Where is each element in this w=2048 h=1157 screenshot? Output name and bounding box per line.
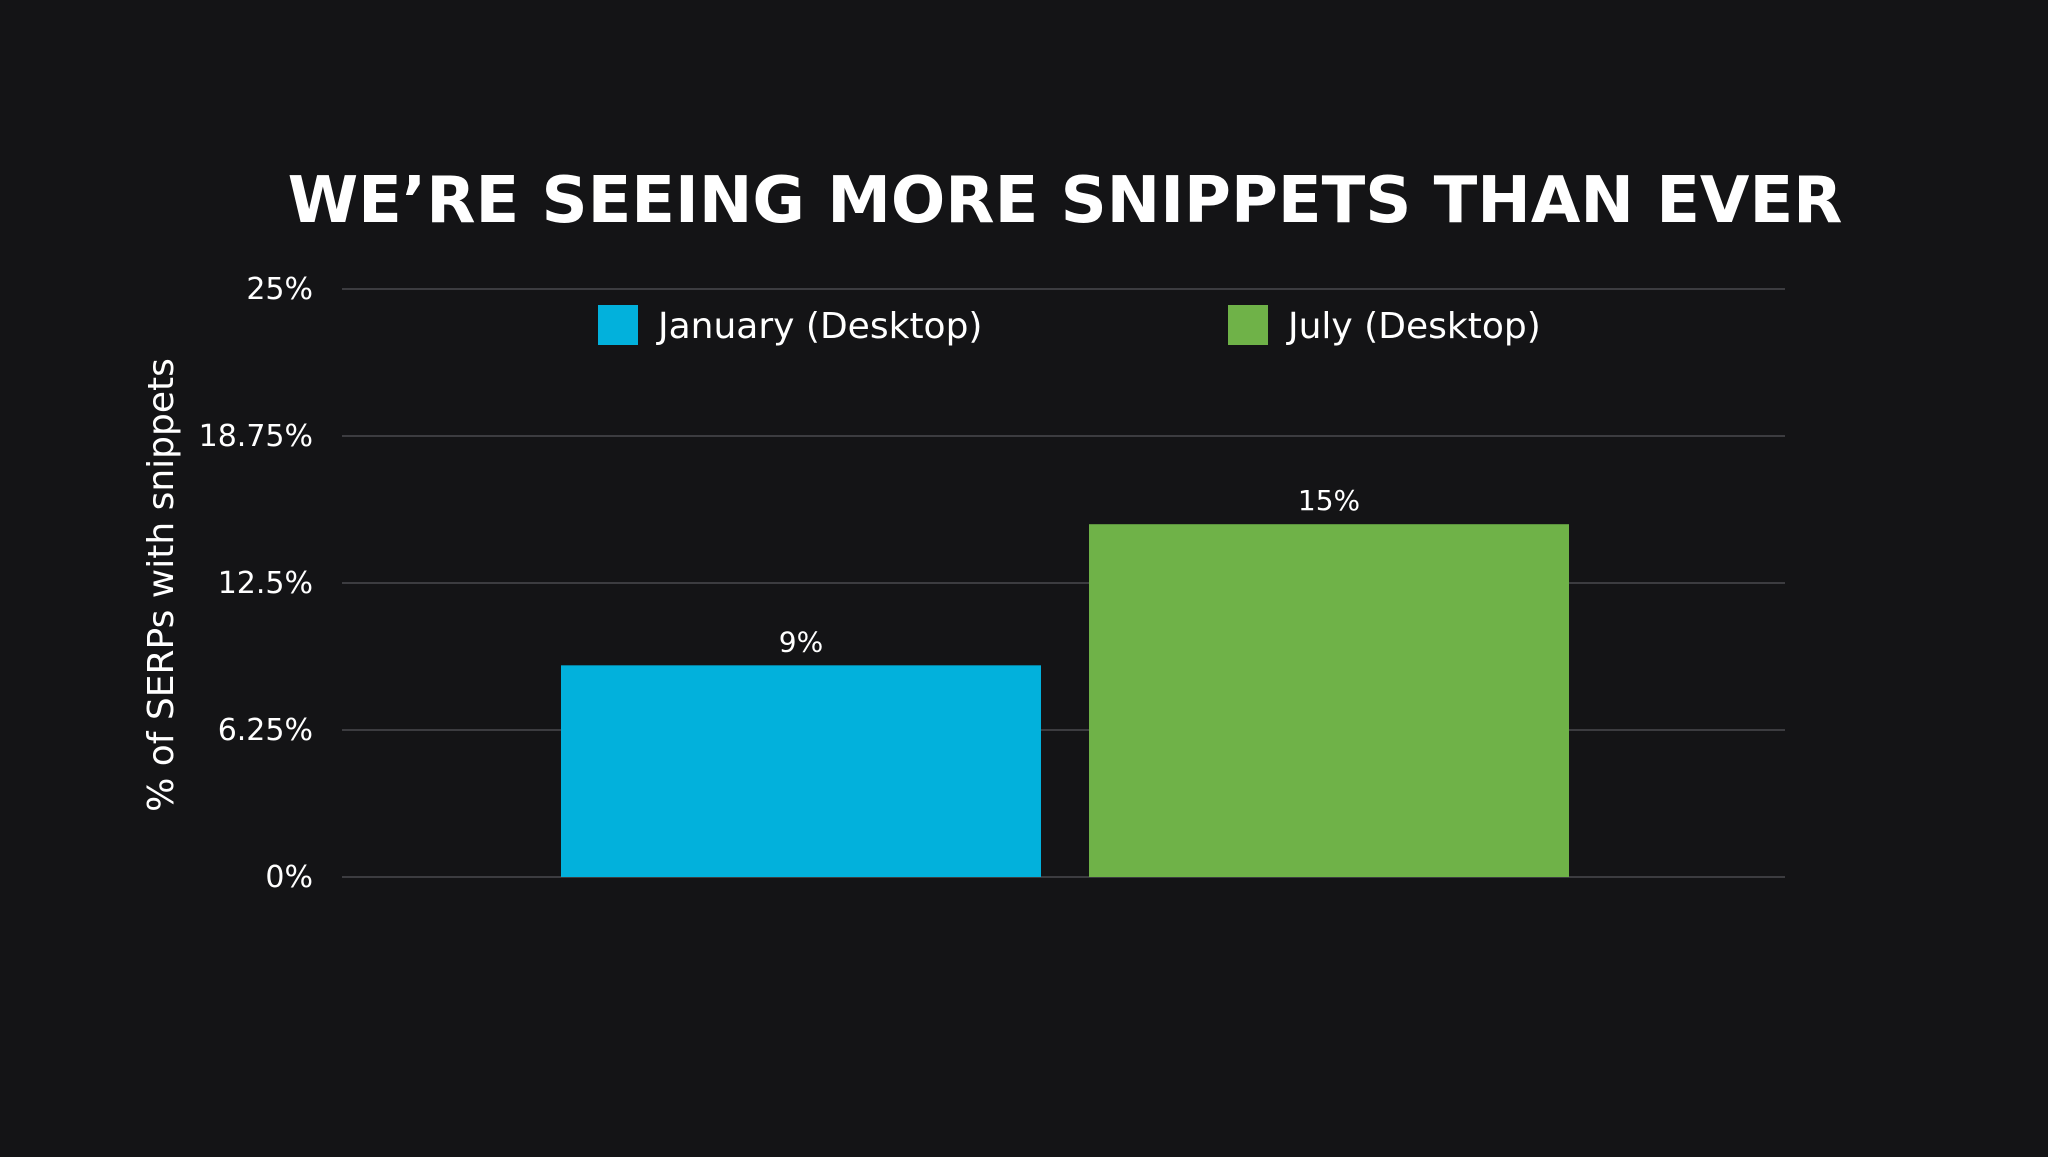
legend-label: July (Desktop) [1286,306,1541,347]
bar-value-labels: 9% 15% [779,484,1360,658]
legend-label: January (Desktop) [656,306,982,347]
y-tick-label: 6.25% [218,713,313,748]
chart-title: WE’RE SEEING MORE SNIPPETS THAN EVER [288,164,1843,238]
y-tick-label: 18.75% [199,419,313,454]
y-tick-label: 12.5% [218,566,313,601]
legend-swatch [1228,305,1268,345]
bar-value-label: 9% [779,625,823,658]
bars [561,524,1569,877]
y-tick-label: 0% [265,860,313,895]
legend-swatch [598,305,638,345]
y-tick-label: 25% [246,272,313,307]
legend: January (Desktop) July (Desktop) [598,305,1541,347]
bar [561,665,1041,877]
y-axis-title: % of SERPs with snippets [141,358,182,812]
bar [1089,524,1569,877]
bar-value-label: 15% [1298,484,1360,517]
y-axis-ticks: 0% 6.25% 12.5% 18.75% 25% [199,272,313,895]
